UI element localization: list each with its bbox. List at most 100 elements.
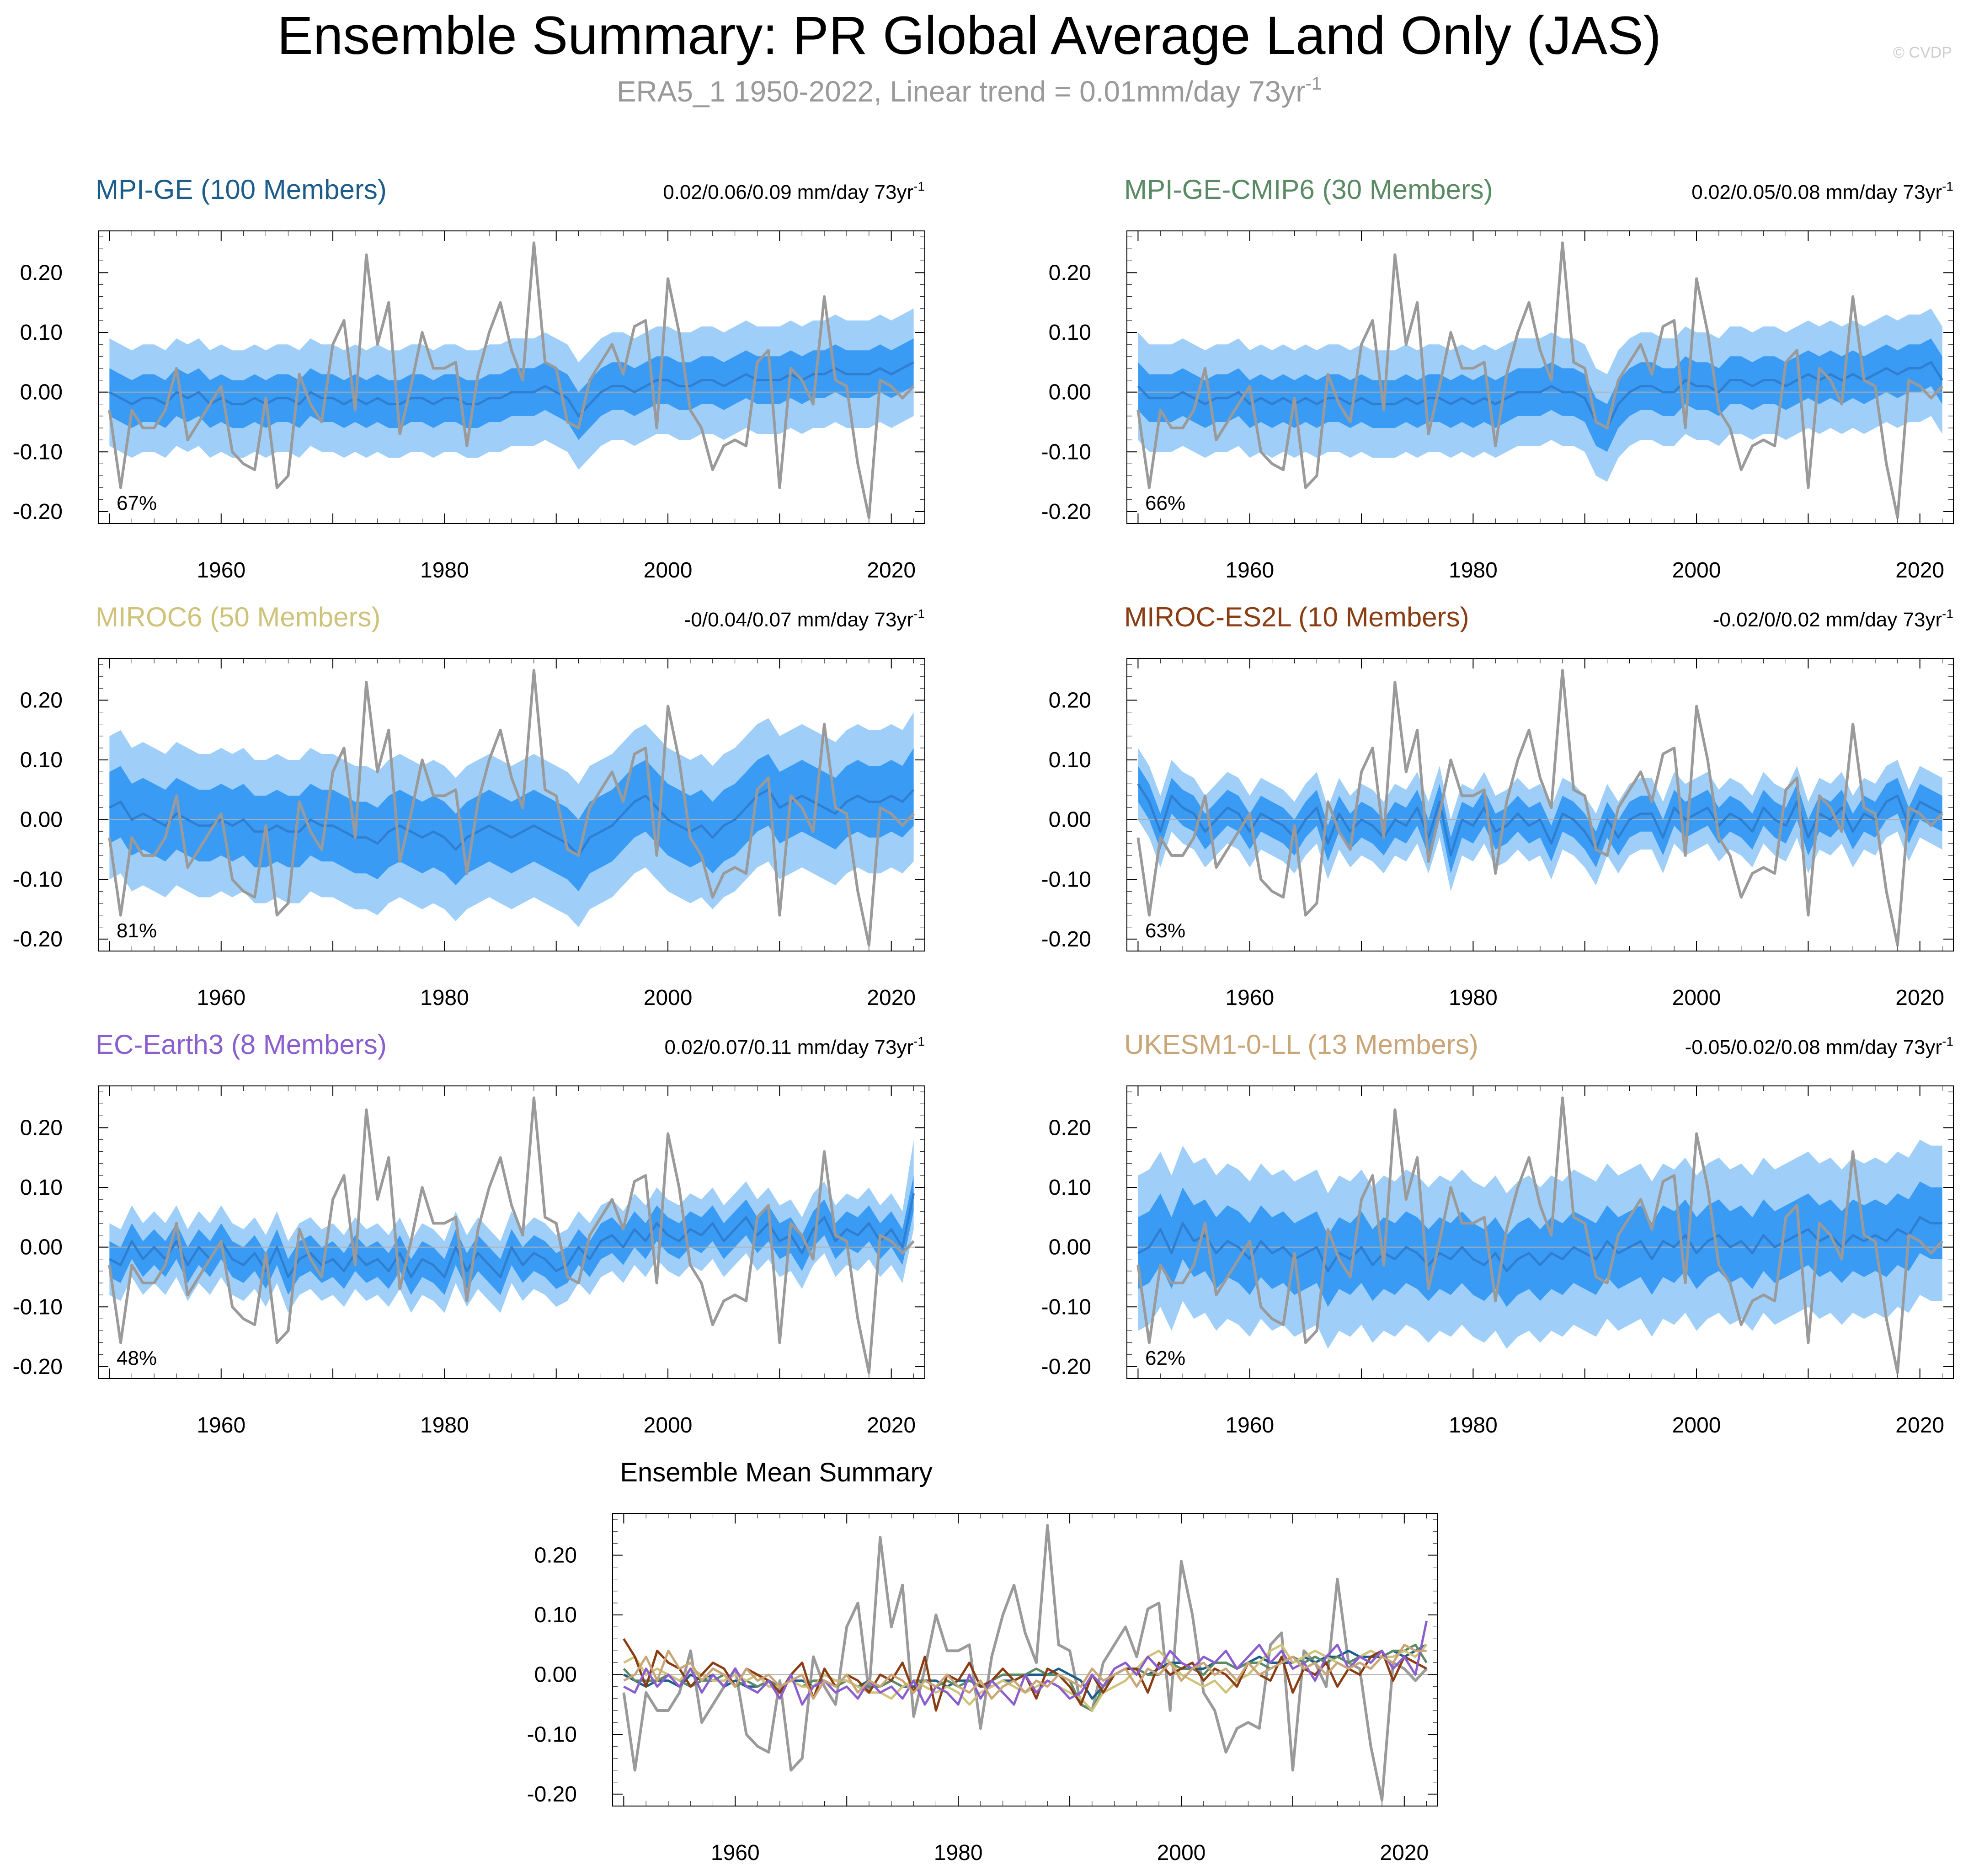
panel-5-ytick-label: -0.20 — [13, 1355, 63, 1379]
summary-mean-5 — [623, 1620, 1428, 1706]
panel-4-trend-sup: -1 — [1942, 607, 1953, 621]
panel-1-xtick-label: 1960 — [197, 558, 245, 583]
panel-2-trend-text: 0.02/0.05/0.08 mm/day 73yr — [1691, 181, 1942, 203]
panel-2-inner-band — [1138, 338, 1942, 452]
panel-2-xtick-label: 1960 — [1225, 558, 1274, 583]
summary-ytick-label: -0.20 — [527, 1782, 577, 1807]
panel-1: 0.20 0.10 0.00 -0.10 -0.20 1960 1980 2000 2020 MP… — [13, 174, 925, 583]
panel-3-ytick-label: -0.10 — [13, 867, 63, 892]
panel-4: 0.20 0.10 0.00 -0.10 -0.20 1960 1980 2000 2020 MI… — [1041, 602, 1954, 1010]
panel-6-ytick-label: -0.20 — [1041, 1355, 1091, 1379]
summary-observation — [622, 1524, 1428, 1801]
panel-6-xtick-label: 1960 — [1225, 1413, 1274, 1438]
panel-3-trend-sup: -1 — [913, 607, 925, 621]
subtitle-text: ERA5_1 1950-2022, Linear trend = 0.01mm/… — [617, 75, 1306, 108]
panel-2-ytick-label: -0.20 — [1041, 500, 1091, 524]
panel-2-xtick-label: 2020 — [1895, 558, 1944, 583]
panel-3-xtick-label: 1980 — [420, 986, 469, 1010]
panel-6-percent: 62% — [1145, 1347, 1185, 1369]
panel-6-inner-band — [1138, 1181, 1942, 1307]
watermark: © CVDP — [1893, 44, 1952, 61]
panel-1-ytick-label: 0.10 — [20, 321, 63, 345]
panel-5-title: EC-Earth3 (8 Members) — [96, 1029, 387, 1060]
panel-5-inner-band — [109, 1175, 914, 1295]
panel-1-ytick-label: -0.10 — [13, 440, 63, 464]
panel-2-xtick-label: 1980 — [1449, 558, 1498, 583]
panel-6-trend: -0.05/0.02/0.08 mm/day 73yr-1 — [1685, 1034, 1953, 1058]
panel-2-title: MPI-GE-CMIP6 (30 Members) — [1124, 174, 1493, 205]
panel-6: 0.20 0.10 0.00 -0.10 -0.20 1960 1980 2000 2020 UK… — [1041, 1029, 1954, 1438]
panel-2: 0.20 0.10 0.00 -0.10 -0.20 1960 1980 2000 2020 MP… — [1041, 174, 1954, 583]
panel-5-xtick-label: 1960 — [197, 1413, 245, 1438]
panel-5-ytick-label: 0.20 — [20, 1116, 63, 1140]
panel-1-ytick-label: 0.20 — [20, 261, 63, 285]
panel-1-ensemble-mean — [109, 361, 914, 417]
ensemble-mean-summary: 0.20 0.10 0.00 -0.10 -0.20 1960 1980 2000 2020 En… — [527, 1458, 1438, 1865]
panel-5-ytick-label: 0.10 — [20, 1176, 63, 1200]
panel-1-percent: 67% — [117, 492, 157, 514]
panel-6-ytick-label: 0.20 — [1049, 1116, 1091, 1140]
panel-4-ensemble-mean — [1137, 783, 1943, 857]
panel-1-title: MPI-GE (100 Members) — [96, 174, 387, 205]
summary-xtick-label: 2020 — [1380, 1841, 1429, 1865]
panel-4-ytick-label: -0.10 — [1041, 867, 1091, 892]
summary-ytick-label: -0.10 — [527, 1722, 577, 1747]
panel-3-ytick-label: 0.00 — [20, 808, 63, 832]
panel-2-ensemble-mean — [1137, 361, 1943, 429]
panel-2-percent: 66% — [1145, 492, 1185, 514]
panel-1-xtick-label: 1980 — [420, 558, 469, 583]
summary-ytick-label: 0.00 — [534, 1663, 577, 1687]
panel-4-xtick-label: 2020 — [1895, 986, 1944, 1010]
panel-6-xtick-label: 2020 — [1895, 1413, 1944, 1438]
panel-1-observation — [108, 241, 915, 519]
panel-6-trend-sup: -1 — [1942, 1034, 1953, 1048]
panel-3-observation — [108, 669, 915, 946]
panel-4-ytick-label: 0.10 — [1049, 748, 1091, 772]
panel-2-xtick-label: 2000 — [1672, 558, 1721, 583]
summary-xtick-label: 1960 — [711, 1841, 760, 1865]
panel-6-title: UKESM1-0-LL (13 Members) — [1124, 1029, 1478, 1060]
panel-3-ensemble-mean — [109, 788, 915, 857]
panel-6-xtick-label: 2000 — [1672, 1413, 1721, 1438]
panel-1-trend-sup: -1 — [913, 179, 925, 193]
panel-5-ensemble-mean — [109, 1193, 915, 1278]
panel-4-trend: -0.02/0/0.02 mm/day 73yr-1 — [1713, 607, 1953, 631]
panel-5-ytick-label: 0.00 — [20, 1235, 63, 1260]
panel-5-ytick-label: -0.10 — [13, 1295, 63, 1319]
panel-5-trend-text: 0.02/0.07/0.11 mm/day 73yr — [664, 1036, 913, 1058]
panel-2-ytick-label: 0.10 — [1049, 321, 1091, 345]
panel-3-ytick-label: 0.20 — [20, 688, 63, 712]
panel-3-trend: -0/0.04/0.07 mm/day 73yr-1 — [684, 607, 925, 631]
panel-1-ytick-label: -0.20 — [13, 500, 63, 524]
panel-3-title: MIROC6 (50 Members) — [96, 602, 380, 632]
panel-5-trend: 0.02/0.07/0.11 mm/day 73yr-1 — [664, 1034, 925, 1058]
panel-3: 0.20 0.10 0.00 -0.10 -0.20 1960 1980 2000 2020 MI… — [13, 602, 925, 1010]
panel-4-trend-text: -0.02/0/0.02 mm/day 73yr — [1713, 609, 1942, 631]
summary-xtick-label: 2000 — [1157, 1841, 1206, 1865]
summary-ytick-label: 0.10 — [534, 1603, 577, 1627]
panel-5-trend-sup: -1 — [913, 1034, 925, 1048]
panel-1-ytick-label: 0.00 — [20, 380, 63, 405]
panel-6-trend-text: -0.05/0.02/0.08 mm/day 73yr — [1685, 1036, 1942, 1058]
panel-1-trend: 0.02/0.06/0.09 mm/day 73yr-1 — [663, 179, 925, 203]
subtitle-sup: -1 — [1306, 74, 1322, 94]
panel-4-ytick-label: -0.20 — [1041, 927, 1091, 951]
panel-2-ytick-label: 0.20 — [1049, 261, 1091, 285]
panel-4-xtick-label: 1980 — [1449, 986, 1498, 1010]
figure-subtitle: ERA5_1 1950-2022, Linear trend = 0.01mm/… — [617, 74, 1322, 108]
panel-3-xtick-label: 1960 — [197, 986, 245, 1010]
panel-1-xtick-label: 2000 — [644, 558, 693, 583]
panel-4-title: MIROC-ES2L (10 Members) — [1124, 602, 1469, 632]
panel-5-xtick-label: 2000 — [644, 1413, 693, 1438]
panel-3-percent: 81% — [117, 919, 157, 942]
summary-xtick-label: 1980 — [934, 1841, 983, 1865]
panel-6-xtick-label: 1980 — [1449, 1413, 1498, 1438]
panel-2-ytick-label: 0.00 — [1049, 380, 1091, 405]
panel-5-percent: 48% — [117, 1347, 157, 1369]
panel-4-ytick-label: 0.00 — [1049, 808, 1091, 832]
panel-1-trend-text: 0.02/0.06/0.09 mm/day 73yr — [663, 181, 913, 203]
panel-5-xtick-label: 2020 — [867, 1413, 916, 1438]
summary-title: Ensemble Mean Summary — [620, 1458, 932, 1487]
panel-6-ytick-label: 0.00 — [1049, 1235, 1091, 1260]
